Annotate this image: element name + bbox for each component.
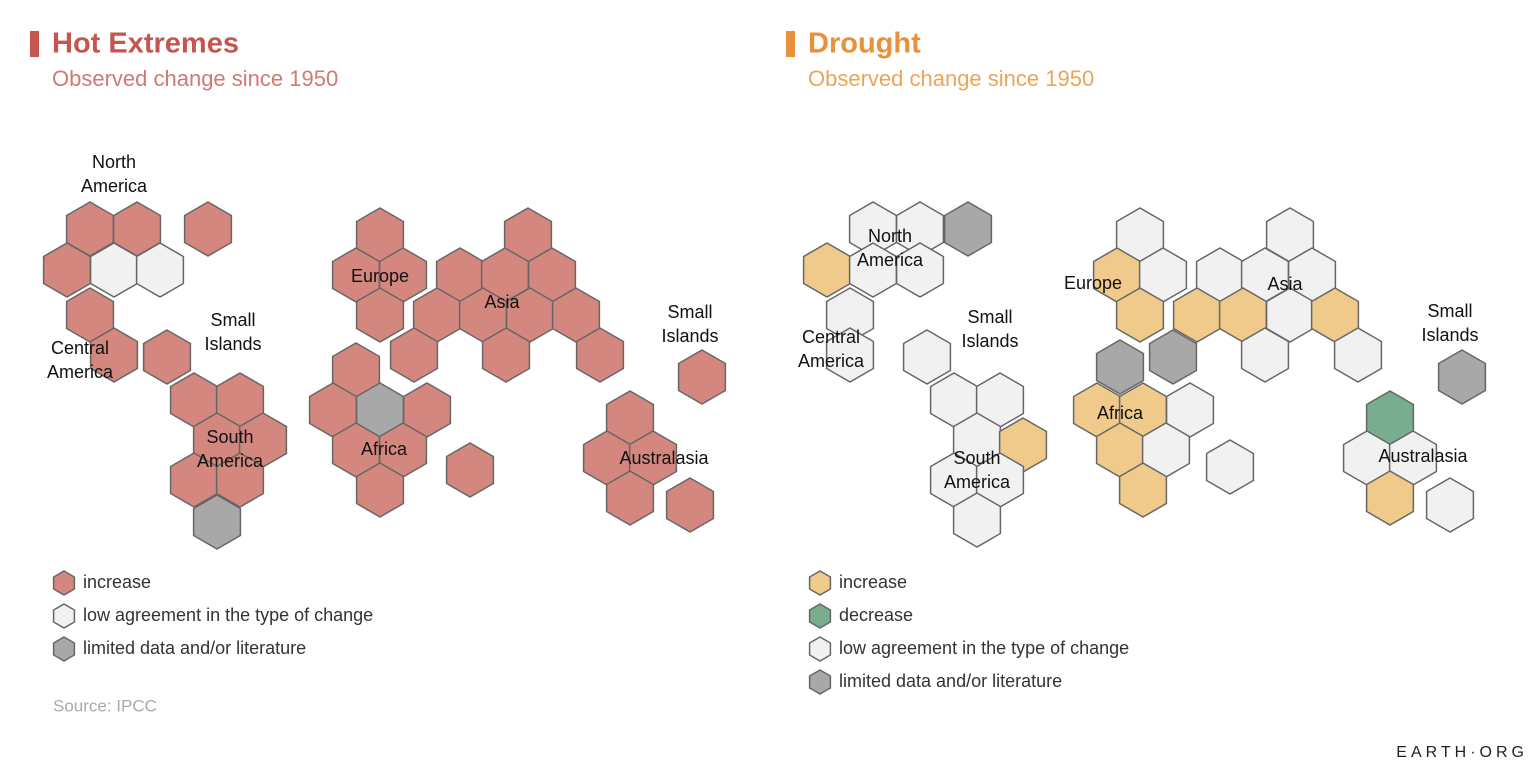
region-label: Islands	[661, 326, 718, 346]
hex-tile	[389, 327, 439, 383]
legend-label: increase	[839, 572, 907, 592]
panel-title: Hot Extremes	[52, 28, 239, 60]
hex-tile	[895, 242, 945, 298]
region-label: America	[47, 362, 114, 382]
hex-tile	[89, 327, 139, 383]
hex-tile	[605, 470, 655, 526]
legend-label: low agreement in the type of change	[83, 605, 373, 625]
region-label: Europe	[351, 266, 409, 286]
legend-swatch	[808, 570, 832, 596]
region-label: Islands	[1421, 325, 1478, 345]
region-label: Small	[210, 310, 255, 330]
region-label: Asia	[1267, 274, 1303, 294]
hex-tile	[355, 462, 405, 518]
hex-tile	[1095, 339, 1145, 395]
hex-tile	[825, 327, 875, 383]
hex-tile	[1240, 327, 1290, 383]
hex-tile	[142, 329, 192, 385]
region-label: North	[868, 226, 912, 246]
source-note: Source: IPCC	[53, 696, 157, 715]
brand: EARTH·ORG	[1396, 744, 1528, 761]
region-label: Africa	[361, 439, 408, 459]
hex-tile	[902, 329, 952, 385]
legend-swatch	[808, 636, 832, 662]
hex-tile	[677, 349, 727, 405]
hex-tile	[952, 492, 1002, 548]
hex-tile	[1118, 462, 1168, 518]
region-label: Australasia	[1378, 446, 1468, 466]
hex-tile	[445, 442, 495, 498]
legend-label: limited data and/or literature	[83, 638, 306, 658]
hex-tile	[575, 327, 625, 383]
panel: Drought Observed change since 1950 North Am…	[786, 28, 1487, 695]
region-label: America	[798, 351, 865, 371]
region-label: Australasia	[619, 448, 709, 468]
region-label: Central	[802, 327, 860, 347]
region-label: North	[92, 152, 136, 172]
legend-swatch	[52, 603, 76, 629]
hex-tile	[355, 287, 405, 343]
hex-tile	[665, 477, 715, 533]
region-label: Small	[1427, 301, 1472, 321]
region-label: Islands	[961, 331, 1018, 351]
legend-swatch	[808, 603, 832, 629]
legend-label: limited data and/or literature	[839, 671, 1062, 691]
panel-subtitle: Observed change since 1950	[808, 66, 1094, 91]
hex-tile	[1148, 329, 1198, 385]
region-label: South	[206, 427, 253, 447]
hex-tile	[481, 327, 531, 383]
hex-tile	[802, 242, 852, 298]
legend-swatch	[808, 669, 832, 695]
hex-tile	[1205, 439, 1255, 495]
title-marker	[786, 31, 795, 57]
region-label: America	[944, 472, 1011, 492]
region-label: Small	[667, 302, 712, 322]
region-label: America	[81, 176, 148, 196]
hex-tile	[1425, 477, 1475, 533]
region-label: Central	[51, 338, 109, 358]
hex-tile	[943, 201, 993, 257]
hex-tile	[1115, 287, 1165, 343]
region-label: America	[857, 250, 924, 270]
hex-tile	[1333, 327, 1383, 383]
panel-subtitle: Observed change since 1950	[52, 66, 338, 91]
panel-title: Drought	[808, 28, 921, 60]
region-label: South	[953, 448, 1000, 468]
region-label: Europe	[1064, 273, 1122, 293]
hex-tile	[1437, 349, 1487, 405]
legend-swatch	[52, 570, 76, 596]
legend-label: decrease	[839, 605, 913, 625]
hex-tile	[1365, 470, 1415, 526]
hex-tile	[135, 242, 185, 298]
region-label: Asia	[484, 292, 520, 312]
hex-tile	[183, 201, 233, 257]
panel: Hot Extremes Observed change since 1950 No…	[30, 28, 727, 715]
legend-label: increase	[83, 572, 151, 592]
hex-tile	[192, 494, 242, 550]
legend-label: low agreement in the type of change	[839, 638, 1129, 658]
hex-tile	[215, 452, 265, 508]
title-marker	[30, 31, 39, 57]
region-label: Small	[967, 307, 1012, 327]
region-label: Africa	[1097, 403, 1144, 423]
region-label: America	[197, 451, 264, 471]
region-label: Islands	[204, 334, 261, 354]
legend-swatch	[52, 636, 76, 662]
